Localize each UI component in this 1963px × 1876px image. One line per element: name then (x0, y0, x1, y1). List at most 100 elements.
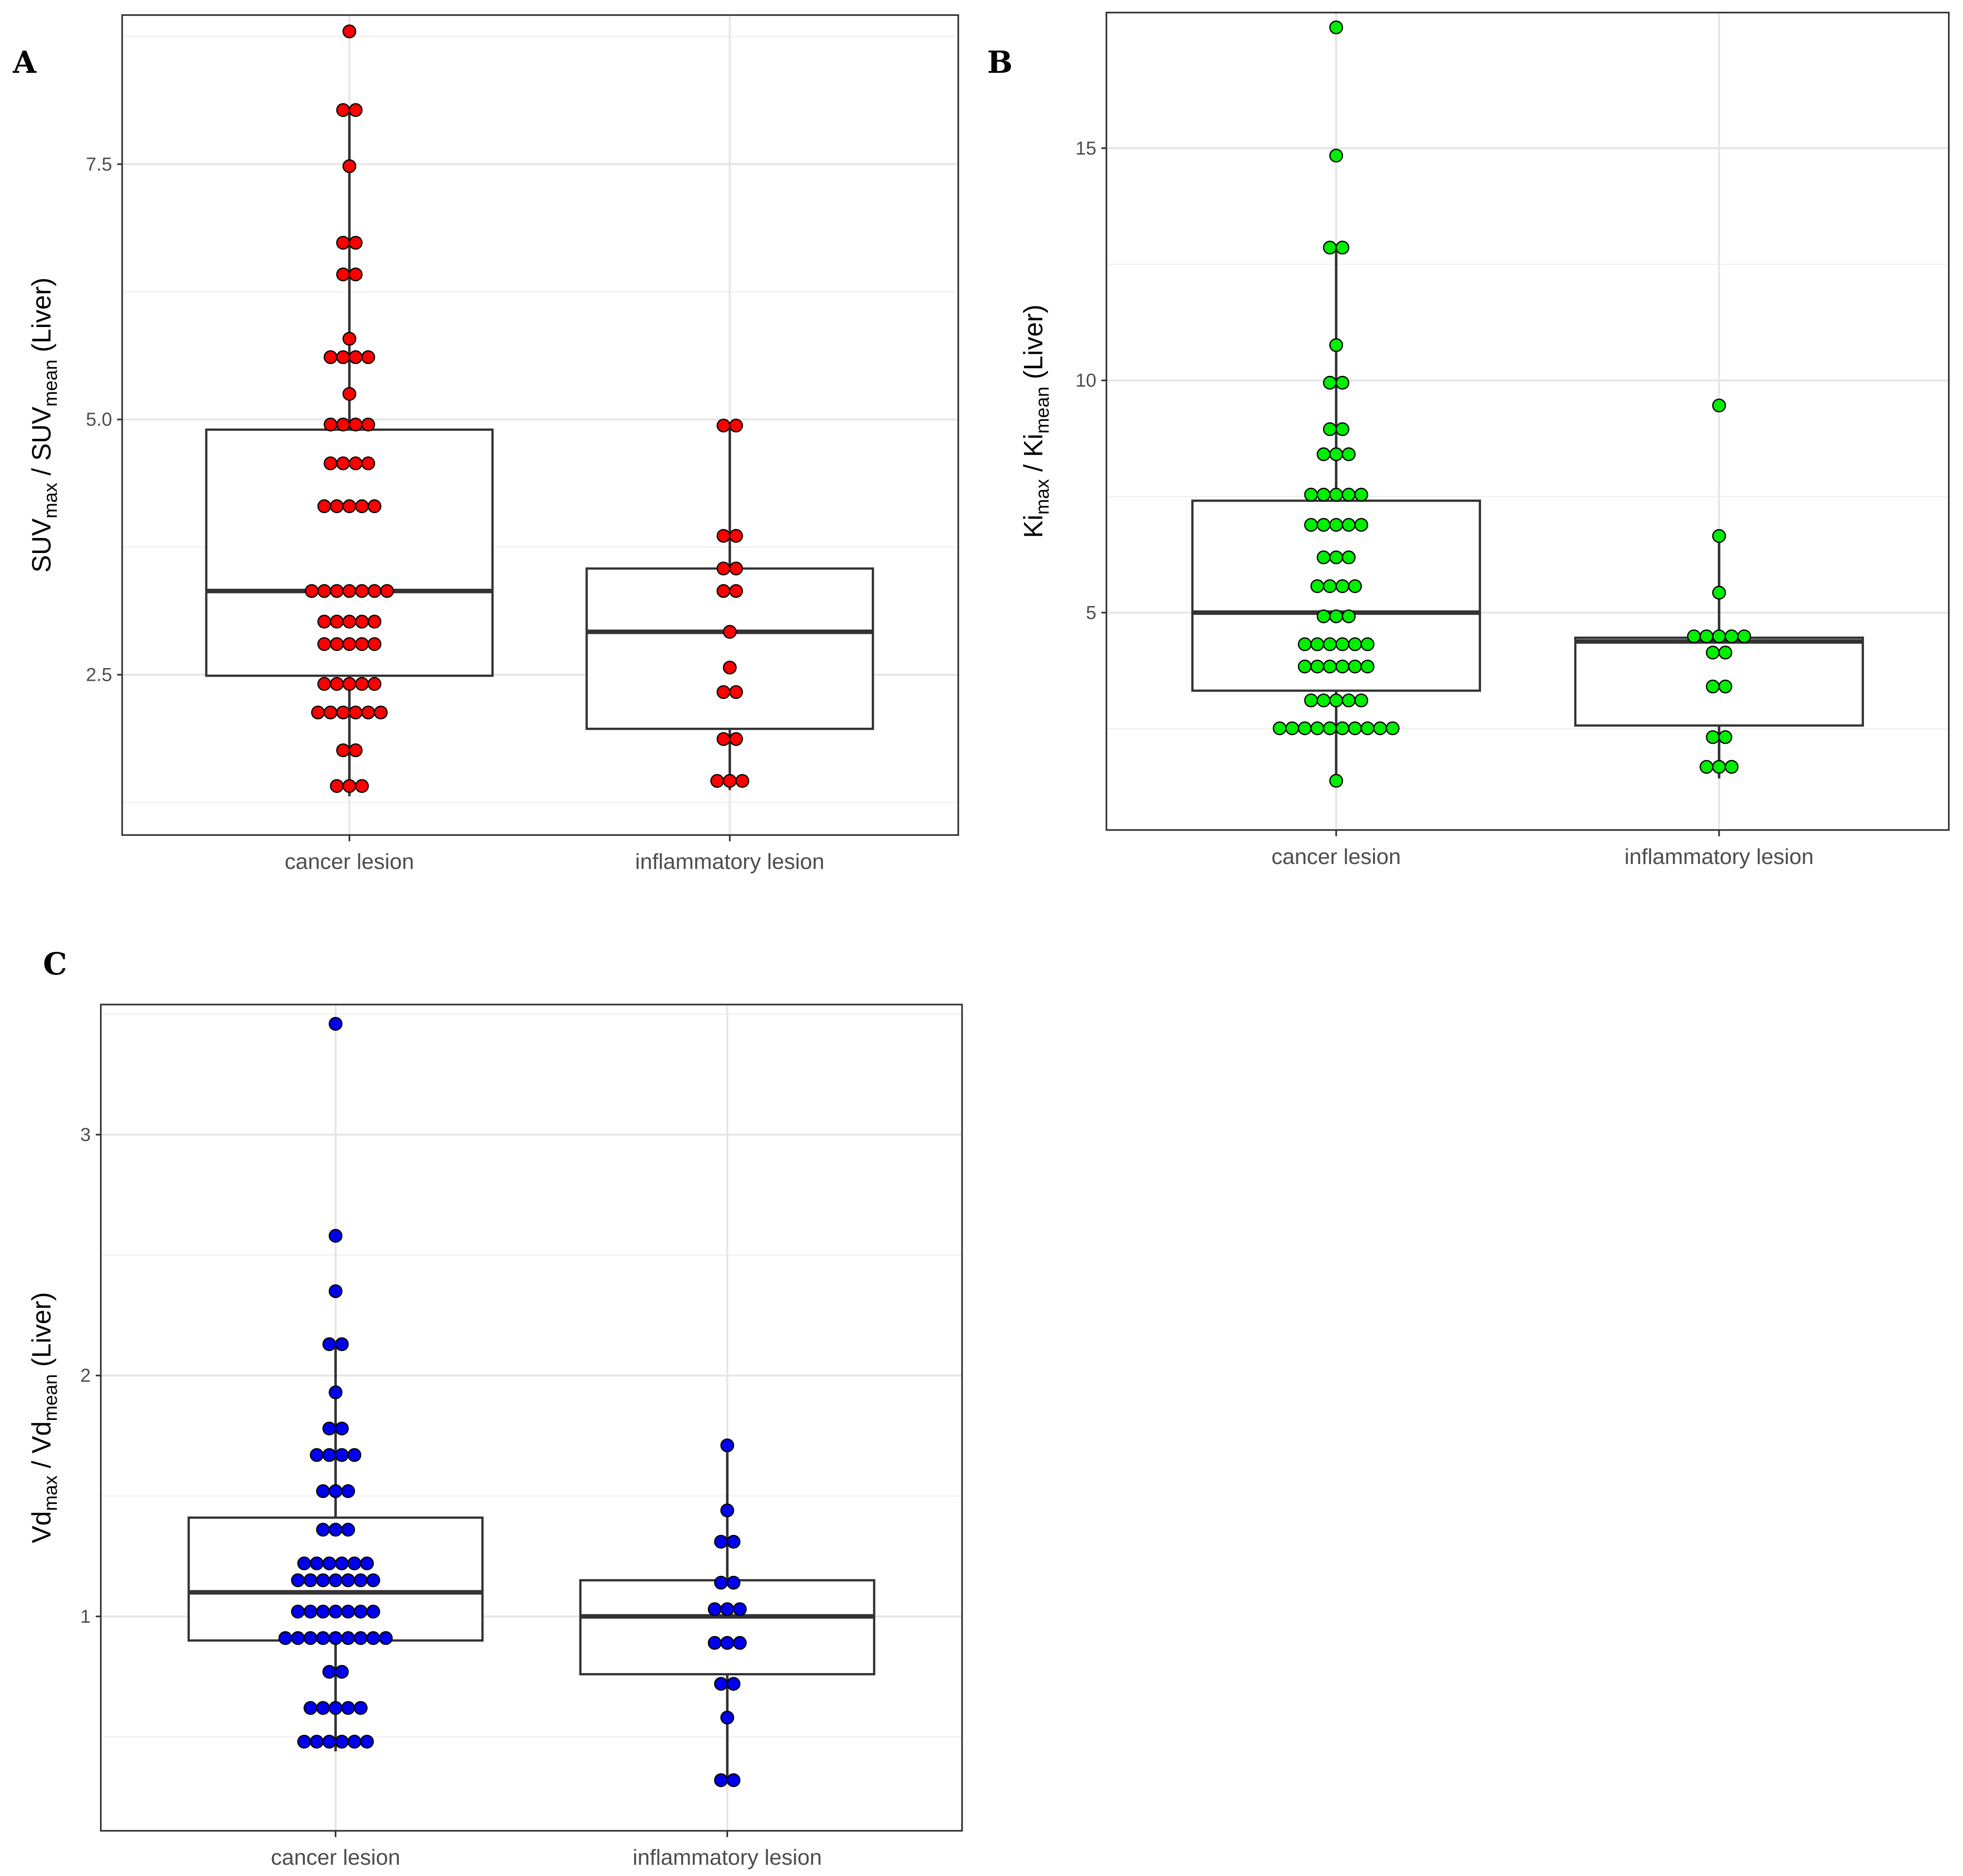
data-point (303, 1573, 318, 1588)
data-point (1718, 730, 1732, 744)
data-point (1342, 693, 1356, 708)
data-point (1687, 629, 1701, 644)
data-point (342, 779, 357, 793)
data-point (729, 561, 743, 576)
data-point (1323, 721, 1337, 735)
data-point (355, 677, 369, 691)
data-point (328, 1573, 343, 1588)
data-point (367, 677, 381, 691)
data-point (1737, 629, 1751, 644)
data-point (1317, 609, 1331, 623)
data-point (1298, 637, 1312, 651)
data-point (330, 499, 344, 514)
data-point (322, 1556, 336, 1571)
data-point (330, 677, 344, 691)
data-point (1329, 609, 1343, 623)
data-point (722, 661, 737, 675)
data-point (1699, 760, 1714, 774)
data-point (1304, 488, 1318, 502)
data-point (341, 1484, 355, 1498)
y-label-text: Ki (1018, 514, 1048, 538)
data-point (1373, 721, 1387, 735)
data-point (1329, 550, 1343, 565)
data-point (380, 584, 394, 598)
data-point (1706, 730, 1720, 744)
data-point (1310, 659, 1325, 674)
data-point (1317, 518, 1331, 532)
data-point (716, 419, 730, 433)
data-point (1335, 375, 1350, 390)
data-point (1335, 721, 1350, 735)
data-point (336, 236, 350, 250)
data-point (720, 1438, 734, 1453)
data-point (354, 1604, 368, 1619)
data-point (720, 1636, 734, 1650)
data-point (1310, 637, 1325, 651)
panel-a: 2.5 5.0 7.5 cancer lesion inflammatory lesio… (27, 14, 959, 874)
data-point (342, 615, 357, 629)
y-axis-label: Vdmax / Vdmean (Liver) (27, 1292, 61, 1543)
panel-border (121, 14, 959, 836)
y-label-subscript: max (40, 483, 61, 519)
data-point (341, 1523, 355, 1537)
data-point (317, 637, 332, 651)
data-point (336, 267, 350, 281)
data-point (322, 1337, 336, 1351)
data-point (354, 1573, 368, 1588)
data-point (1712, 398, 1726, 413)
data-point (1386, 721, 1400, 735)
data-point (373, 705, 388, 720)
data-point (729, 685, 743, 699)
data-point (355, 637, 369, 651)
data-point (714, 1575, 728, 1590)
data-point (347, 1556, 362, 1571)
data-point (1360, 637, 1375, 651)
data-point (379, 1631, 393, 1645)
data-point (720, 1711, 734, 1725)
data-point (349, 103, 363, 117)
data-point (1329, 447, 1343, 461)
data-point (328, 1523, 343, 1537)
data-point (349, 705, 363, 720)
data-point (336, 456, 350, 470)
data-point (710, 774, 724, 788)
data-point (324, 417, 338, 432)
data-point (367, 637, 381, 651)
data-point (342, 24, 357, 39)
data-point (1329, 518, 1343, 532)
data-point (1329, 693, 1343, 708)
data-point (366, 1604, 380, 1619)
data-point (355, 779, 369, 793)
data-point (1348, 721, 1362, 735)
data-point (1342, 447, 1356, 461)
data-point (1323, 422, 1337, 436)
data-point (328, 1017, 343, 1031)
data-point (336, 743, 350, 757)
data-point (317, 615, 332, 629)
data-point (1310, 579, 1325, 593)
data-point (324, 705, 338, 720)
data-point (330, 637, 344, 651)
panel-border (100, 1004, 963, 1832)
data-point (726, 1773, 741, 1787)
data-point (1354, 518, 1368, 532)
y-axis-label: Kimax / Kimean (Liver) (1018, 304, 1053, 538)
data-point (355, 584, 369, 598)
data-point (355, 615, 369, 629)
data-point (1718, 679, 1732, 693)
data-point (367, 499, 381, 514)
y-label-text: / Ki (1018, 434, 1048, 479)
data-point (330, 615, 344, 629)
data-point (341, 1631, 355, 1645)
data-point (1348, 579, 1362, 593)
data-point (1342, 550, 1356, 565)
data-point (360, 1735, 374, 1749)
data-point (1712, 585, 1726, 600)
data-point (1310, 721, 1325, 735)
data-point (342, 499, 357, 514)
data-point (367, 584, 381, 598)
data-point (316, 1701, 330, 1715)
data-point (1354, 693, 1368, 708)
data-point (341, 1573, 355, 1588)
